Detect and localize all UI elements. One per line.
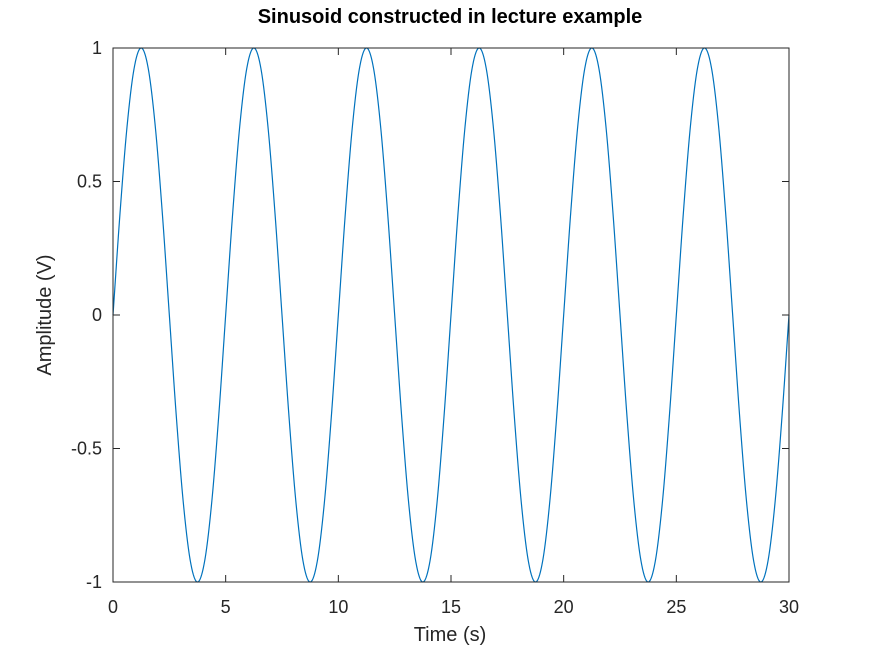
y-tick-label: -1 (86, 572, 102, 592)
y-tick-label: 0.5 (77, 172, 102, 192)
x-tick-label: 5 (221, 597, 231, 617)
y-tick-label: 0 (92, 305, 102, 325)
y-axis-title: Amplitude (V) (34, 254, 56, 375)
axes-layer: 0 5 10 15 20 25 30 1 0.5 0 -0.5 -1 (71, 38, 799, 617)
x-tick-label: 10 (328, 597, 348, 617)
x-tick-label: 20 (554, 597, 574, 617)
y-tick-label: 1 (92, 38, 102, 58)
text-layer: Sinusoid constructed in lecture example … (34, 6, 642, 646)
x-tick-label: 0 (108, 597, 118, 617)
y-tick-label: -0.5 (71, 439, 102, 459)
plot-layer (112, 47, 790, 583)
x-tick-label: 25 (666, 597, 686, 617)
x-tick-label: 15 (441, 597, 461, 617)
x-tick-label: 30 (779, 597, 799, 617)
series-line-0 (112, 47, 790, 583)
x-axis-title: Time (s) (414, 624, 487, 646)
chart-title: Sinusoid constructed in lecture example (258, 6, 643, 28)
